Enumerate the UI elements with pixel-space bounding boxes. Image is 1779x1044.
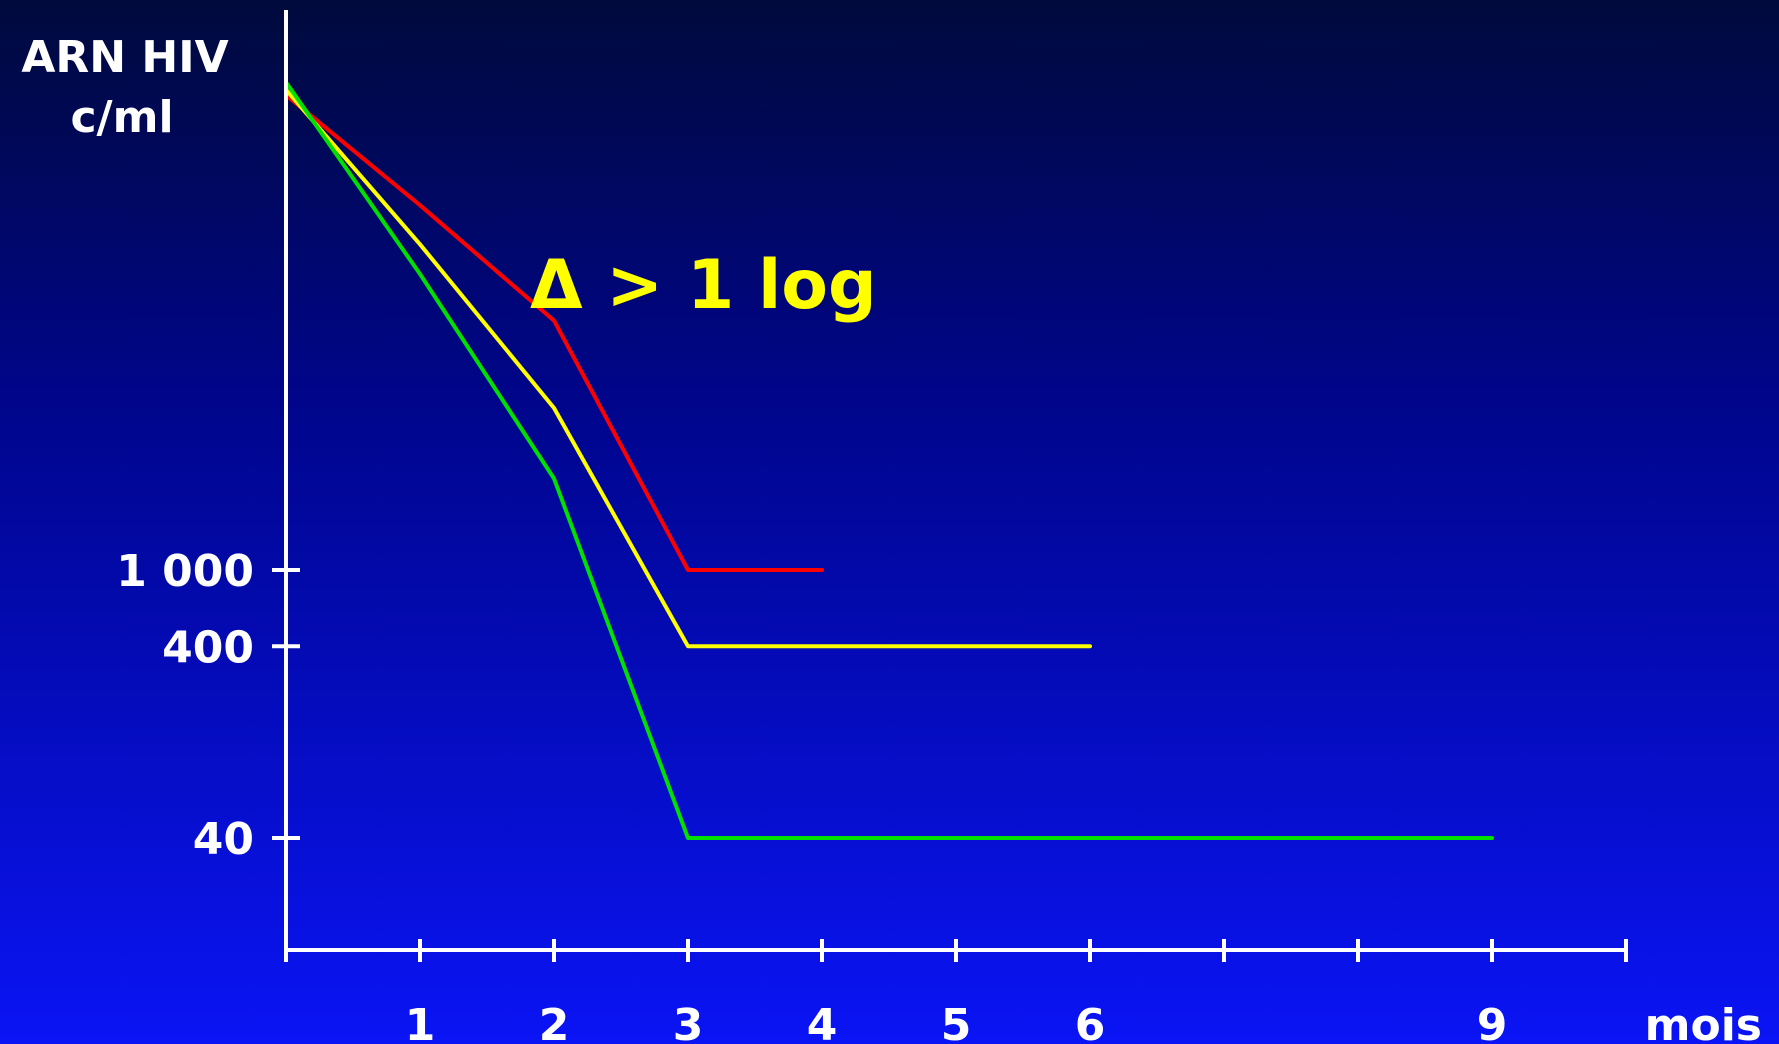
x-tick-label: 3 bbox=[673, 1000, 704, 1044]
annotation-delta-log: Δ > 1 log bbox=[530, 246, 877, 325]
ticks-layer: 1 2 3 4 5 6 9 1 000 400 40 bbox=[116, 546, 1628, 1044]
y-axis-title-line2: c/ml bbox=[70, 92, 173, 143]
series-line-3 bbox=[284, 80, 1494, 840]
x-tick-label: 6 bbox=[1075, 1000, 1106, 1044]
x-tick-label: 9 bbox=[1477, 1000, 1508, 1044]
series-line-2 bbox=[284, 87, 1092, 649]
series-layer bbox=[284, 80, 1494, 840]
x-tick-label: 1 bbox=[405, 1000, 436, 1044]
x-tick-label: 5 bbox=[941, 1000, 972, 1044]
y-axis-title-line1: ARN HIV bbox=[21, 32, 228, 83]
y-tick-label: 400 bbox=[162, 622, 254, 673]
axes-layer bbox=[284, 10, 1628, 952]
y-tick-label: 1 000 bbox=[116, 546, 254, 597]
x-tick-label: 2 bbox=[539, 1000, 570, 1044]
y-tick-label: 40 bbox=[193, 814, 254, 865]
series-line-1 bbox=[284, 93, 824, 572]
x-axis-title: mois bbox=[1645, 1000, 1762, 1044]
x-tick-label: 4 bbox=[807, 1000, 838, 1044]
